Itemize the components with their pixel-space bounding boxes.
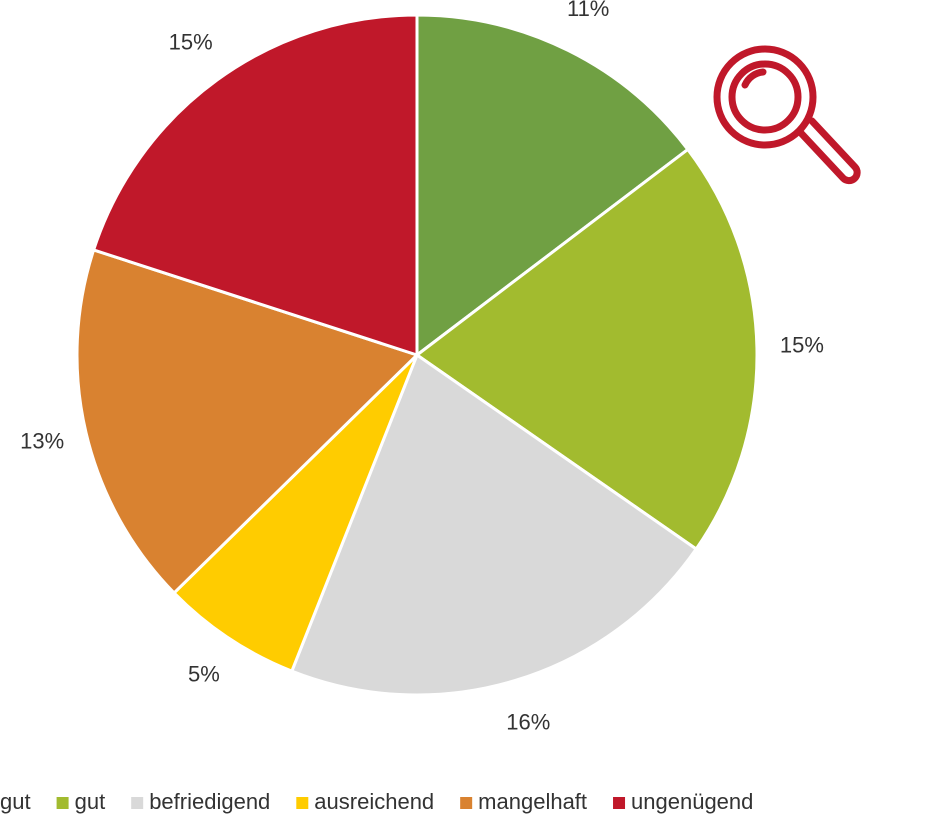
data-label: 11% <box>567 0 609 21</box>
pie-slice <box>75 248 420 596</box>
data-label: 15% <box>780 333 824 358</box>
legend-label: ungenügend <box>631 789 753 814</box>
legend-marker <box>56 797 69 809</box>
legend-label: mangelhaft <box>478 789 587 814</box>
data-label: 5% <box>188 661 220 686</box>
pie-slice <box>289 352 699 697</box>
legend-label: befriedigend <box>149 789 270 814</box>
data-label: 15% <box>169 29 213 54</box>
data-label: 16% <box>506 709 550 734</box>
pie-slice <box>415 13 690 359</box>
legend-marker <box>131 797 144 809</box>
legend-label: ausreichend <box>314 789 434 814</box>
legend-marker <box>613 797 626 809</box>
data-label: 13% <box>20 429 64 454</box>
pie-slice <box>91 13 419 358</box>
pie-slice <box>171 353 419 674</box>
legend-marker <box>460 797 473 809</box>
pie-slice <box>414 147 759 552</box>
legend-label: gut <box>75 789 106 814</box>
legend-marker <box>296 797 309 809</box>
search-icon <box>713 45 861 185</box>
legend-label: gut <box>0 789 31 814</box>
